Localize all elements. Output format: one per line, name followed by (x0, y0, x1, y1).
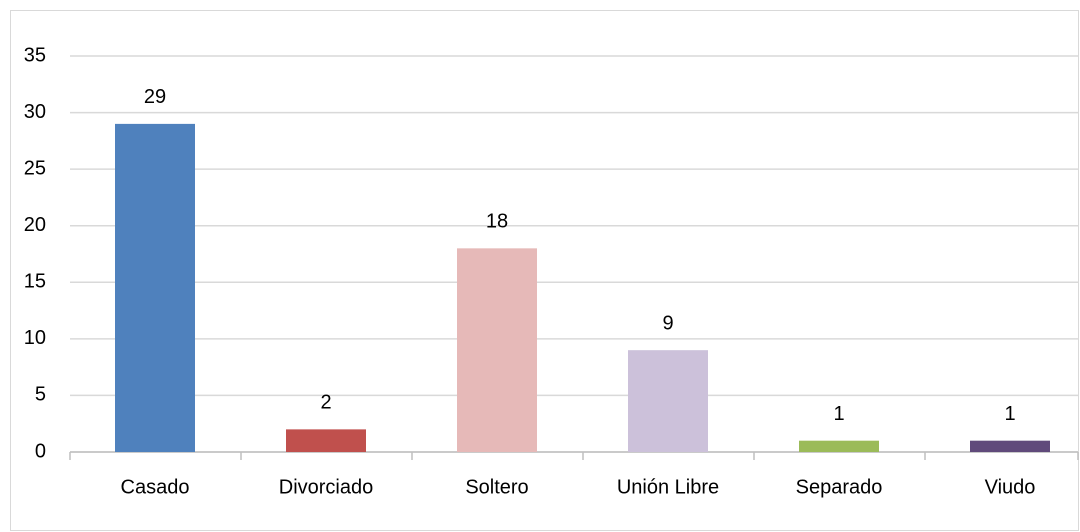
y-tick-label: 30 (24, 101, 46, 123)
bar (970, 440, 1050, 452)
x-tick-label: Soltero (465, 476, 528, 498)
y-tick-label: 10 (24, 327, 46, 349)
bar (628, 350, 708, 452)
y-tick-label: 35 (24, 44, 46, 66)
y-tick-label: 20 (24, 214, 46, 236)
data-label: 29 (144, 86, 166, 108)
bar (115, 123, 195, 452)
x-tick-label: Viudo (985, 476, 1036, 498)
x-tick-label: Separado (796, 476, 883, 498)
x-tick-label: Casado (121, 476, 190, 498)
y-tick-label: 5 (35, 384, 46, 406)
bar (457, 248, 537, 452)
x-tick-label: Divorciado (279, 476, 373, 498)
y-tick-label: 25 (24, 157, 46, 179)
data-label: 18 (486, 211, 508, 233)
y-tick-label: 15 (24, 271, 46, 293)
data-label: 9 (662, 312, 673, 334)
bar (799, 440, 879, 452)
x-tick-label: Unión Libre (617, 476, 719, 498)
data-label: 1 (833, 403, 844, 425)
bar (286, 429, 366, 452)
y-tick-label: 0 (35, 440, 46, 462)
chart-border (10, 10, 1079, 531)
data-label: 2 (320, 392, 331, 414)
data-label: 1 (1004, 403, 1015, 425)
